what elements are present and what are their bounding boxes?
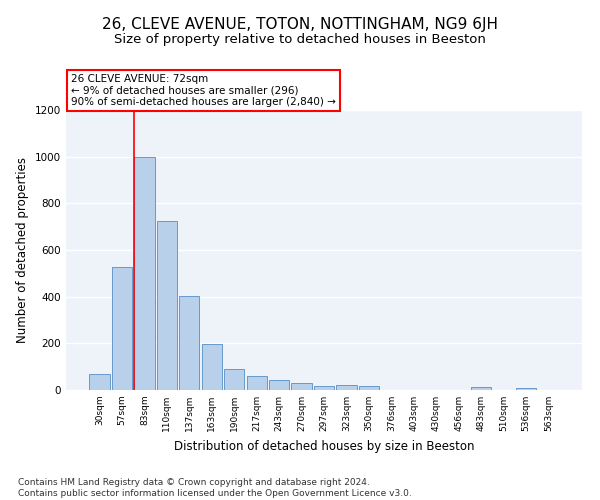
Text: 26, CLEVE AVENUE, TOTON, NOTTINGHAM, NG9 6JH: 26, CLEVE AVENUE, TOTON, NOTTINGHAM, NG9…: [102, 18, 498, 32]
Bar: [247, 376, 267, 390]
Bar: [359, 386, 379, 390]
Bar: [112, 267, 132, 390]
Bar: [179, 296, 199, 390]
Bar: [337, 386, 356, 390]
Bar: [157, 221, 177, 390]
Text: Size of property relative to detached houses in Beeston: Size of property relative to detached ho…: [114, 32, 486, 46]
Bar: [314, 386, 334, 390]
Bar: [471, 388, 491, 390]
Bar: [134, 158, 155, 390]
Bar: [202, 344, 222, 390]
Bar: [516, 388, 536, 390]
Y-axis label: Number of detached properties: Number of detached properties: [16, 157, 29, 343]
Bar: [224, 369, 244, 390]
Text: Contains HM Land Registry data © Crown copyright and database right 2024.
Contai: Contains HM Land Registry data © Crown c…: [18, 478, 412, 498]
Text: 26 CLEVE AVENUE: 72sqm
← 9% of detached houses are smaller (296)
90% of semi-det: 26 CLEVE AVENUE: 72sqm ← 9% of detached …: [71, 74, 336, 107]
Bar: [89, 374, 110, 390]
Bar: [292, 382, 311, 390]
X-axis label: Distribution of detached houses by size in Beeston: Distribution of detached houses by size …: [174, 440, 474, 452]
Bar: [269, 380, 289, 390]
